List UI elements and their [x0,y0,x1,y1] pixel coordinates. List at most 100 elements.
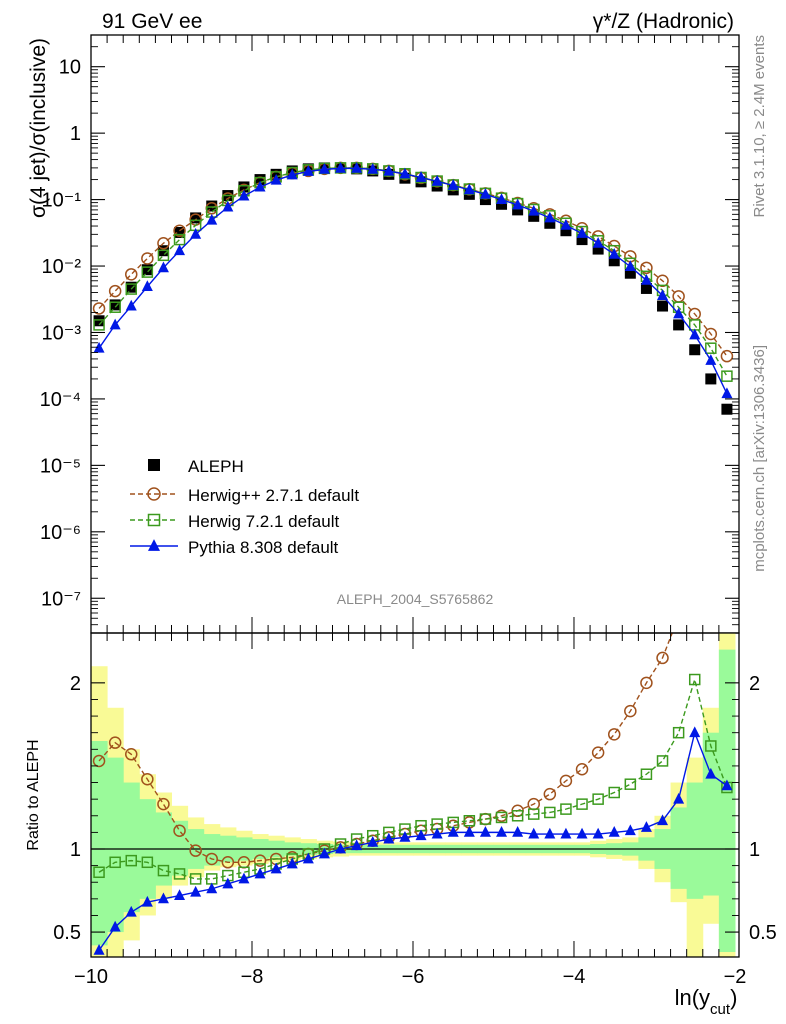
ratio-y-tick-label-left: 1 [70,839,81,861]
aleph-point [109,299,121,311]
herwig7-point [479,813,492,825]
herwig7-point [173,868,186,880]
herwigpp-point [141,772,154,786]
herwig7-point [109,301,121,313]
herwigpp-point [173,824,186,837]
aleph-point [689,344,701,356]
pythia-point [479,826,491,837]
pythia-point [640,273,652,285]
aleph-point [624,267,636,279]
pythia-point [190,228,202,239]
y-tick-label: 1 [70,123,81,145]
herwig7-point [688,673,701,686]
pythia-point [302,852,314,864]
pythia-point [431,827,443,839]
herwig7-point [527,808,540,820]
pythia-point [93,341,105,353]
pythia-point [447,179,459,190]
pythia-point [592,827,604,839]
y-tick-label: 10⁻³ [42,322,82,344]
herwigpp-point [559,774,573,788]
pythia-point [673,792,685,804]
aleph-point [705,373,717,385]
ratio-plot-frame [90,632,740,958]
pythia-point [222,200,234,212]
pythia-point [512,826,524,837]
aleph-point [576,234,588,246]
pythia-point [302,165,314,176]
aleph-point [206,200,218,212]
herwig7-point [640,768,653,780]
pythia-point [318,847,330,859]
herwig7-point [592,793,604,805]
pythia-point [367,836,379,847]
herwig7-point [157,249,170,262]
pythia-point [335,162,347,173]
legend-label: ALEPH [188,457,244,476]
aleph-point [238,181,250,193]
pythia-point [689,726,701,738]
pythia-point [496,193,508,205]
y-tick-label: 10⁻⁶ [40,522,81,544]
herwig7-point [463,815,476,827]
pythia-point [286,168,298,180]
herwigpp-point [720,349,734,363]
herwigpp-point [205,852,218,866]
inner-band-bin [670,807,688,889]
herwigpp-point [189,844,202,857]
pythia-point [576,827,588,839]
y-tick-label: 10⁻⁵ [40,455,81,477]
x-tick-label: −10 [74,966,108,988]
y-tick-label: 10⁻¹ [42,190,82,212]
ratio-y-tick-label-left: 2 [70,673,81,695]
ratio-uncertainty-bands [91,633,736,957]
pythia-point [657,814,669,826]
aleph-point [190,212,202,224]
aleph-point [657,300,669,312]
pythia-point [141,280,153,292]
herwig7-point [157,864,170,877]
ratio-y-axis-label: Ratio to ALEPH [25,739,42,850]
herwig7-point [511,810,524,822]
pythia-point [206,882,218,894]
y-tick-label: 10⁻⁴ [40,389,81,411]
pythia-point [512,198,524,210]
pythia-point [592,236,604,248]
pythia-point [109,920,121,932]
mcplots-label: mcplots.cern.ch [arXiv:1306.3436] [751,345,768,572]
herwig7-point [560,803,572,815]
herwig7-point [125,854,137,867]
ratio-y-tick-label-right: 2 [749,673,760,695]
herwig7-point [721,370,733,382]
pythia-point [148,539,160,551]
aleph-point [512,204,524,216]
herwigpp-point [92,302,106,315]
legend-label: Pythia 8.308 default [188,538,339,557]
ratio-series-line [98,633,673,863]
herwig7-point [495,811,508,824]
aleph-point [528,210,540,222]
pythia-point [447,826,459,837]
ratio-series-line [98,730,728,951]
herwigpp-point [624,704,637,718]
pythia-point [254,180,266,192]
herwigpp-point [141,252,154,265]
aleph-point [141,264,153,276]
pythia-point [335,842,347,854]
herwig7-point [109,856,121,869]
herwig7-point [656,755,669,767]
herwig7-point [125,283,137,295]
inner-band-bin [123,782,140,913]
pythia-point [286,857,298,869]
pythia-point [351,839,363,851]
herwig7-point [141,266,154,278]
herwig7-point [93,319,105,331]
herwig7-point [624,778,637,790]
ratio-y-tick-label-right: 1 [749,839,760,861]
herwigpp-point [591,746,605,759]
pythia-point [560,827,572,839]
pythia-point [544,211,556,223]
y-tick-label: 10 [59,57,81,79]
pythia-point [270,862,282,874]
